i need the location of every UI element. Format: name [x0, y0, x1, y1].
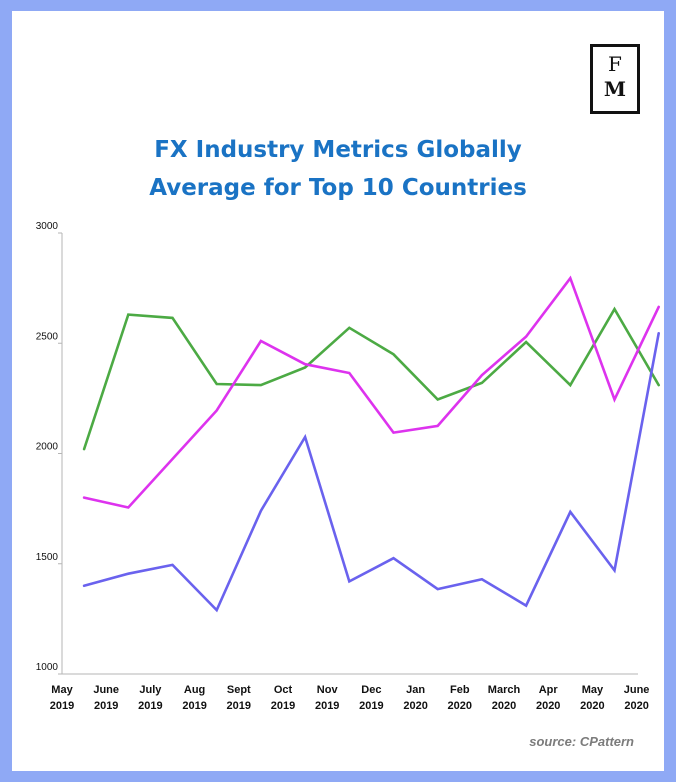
x-tick-label-year: 2020: [624, 700, 648, 712]
x-tick-label-month: Sept: [227, 684, 251, 696]
series-line-3: [82, 331, 661, 613]
y-tick-label: 1500: [36, 552, 59, 563]
x-tick-label-year: 2020: [536, 700, 560, 712]
series-line-2: [82, 275, 661, 509]
x-tick-label-year: 2020: [580, 700, 604, 712]
x-tick-label-year: 2019: [182, 700, 206, 712]
x-tick-label-month: June: [93, 684, 119, 696]
chart-title-line-2: Average for Top 10 Countries: [149, 175, 527, 201]
logo-letter-m: M: [603, 77, 627, 101]
y-tick-label: 2000: [36, 442, 59, 453]
x-tick-label-year: 2019: [94, 700, 118, 712]
x-tick-label-month: Nov: [317, 684, 339, 696]
source-credit: source: CPattern: [529, 734, 634, 749]
x-tick-label-year: 2019: [50, 700, 74, 712]
x-tick-label-month: Oct: [274, 684, 293, 696]
logo-letter-f: F: [608, 52, 622, 76]
x-tick-label-year: 2019: [138, 700, 162, 712]
x-tick-label-year: 2019: [227, 700, 251, 712]
chart-title-line-1: FX Industry Metrics Globally: [154, 137, 522, 163]
y-tick-label: 1000: [36, 662, 59, 673]
x-tick-label-month: June: [624, 684, 650, 696]
y-tick-label: 2500: [36, 331, 59, 342]
x-tick-label-month: July: [139, 684, 162, 696]
x-tick-label-month: Apr: [539, 684, 559, 696]
x-tick-label-month: Dec: [361, 684, 381, 696]
x-tick-label-year: 2019: [359, 700, 383, 712]
x-tick-label-month: May: [582, 684, 604, 696]
x-tick-label-month: March: [488, 684, 521, 696]
x-tick-label-month: May: [51, 684, 73, 696]
x-tick-label-year: 2019: [271, 700, 295, 712]
x-tick-label-month: Aug: [184, 684, 205, 696]
x-tick-label-year: 2020: [492, 700, 516, 712]
x-tick-label-year: 2019: [315, 700, 339, 712]
series-line-1: [82, 306, 661, 451]
x-tick-label-month: Feb: [450, 684, 470, 696]
fm-logo: F M: [590, 44, 640, 114]
chart-title: FX Industry Metrics Globally Average for…: [12, 131, 664, 207]
line-chart: 1000 1500 2000 2500 3000 May 2019 June 2019 July 2…: [36, 221, 661, 712]
y-tick-label: 3000: [36, 221, 59, 232]
x-tick-label-year: 2020: [448, 700, 472, 712]
chart-card: F M FX Industry Metrics Globally Average…: [12, 11, 664, 771]
x-tick-label-month: Jan: [406, 684, 425, 696]
x-tick-label-year: 2020: [403, 700, 427, 712]
